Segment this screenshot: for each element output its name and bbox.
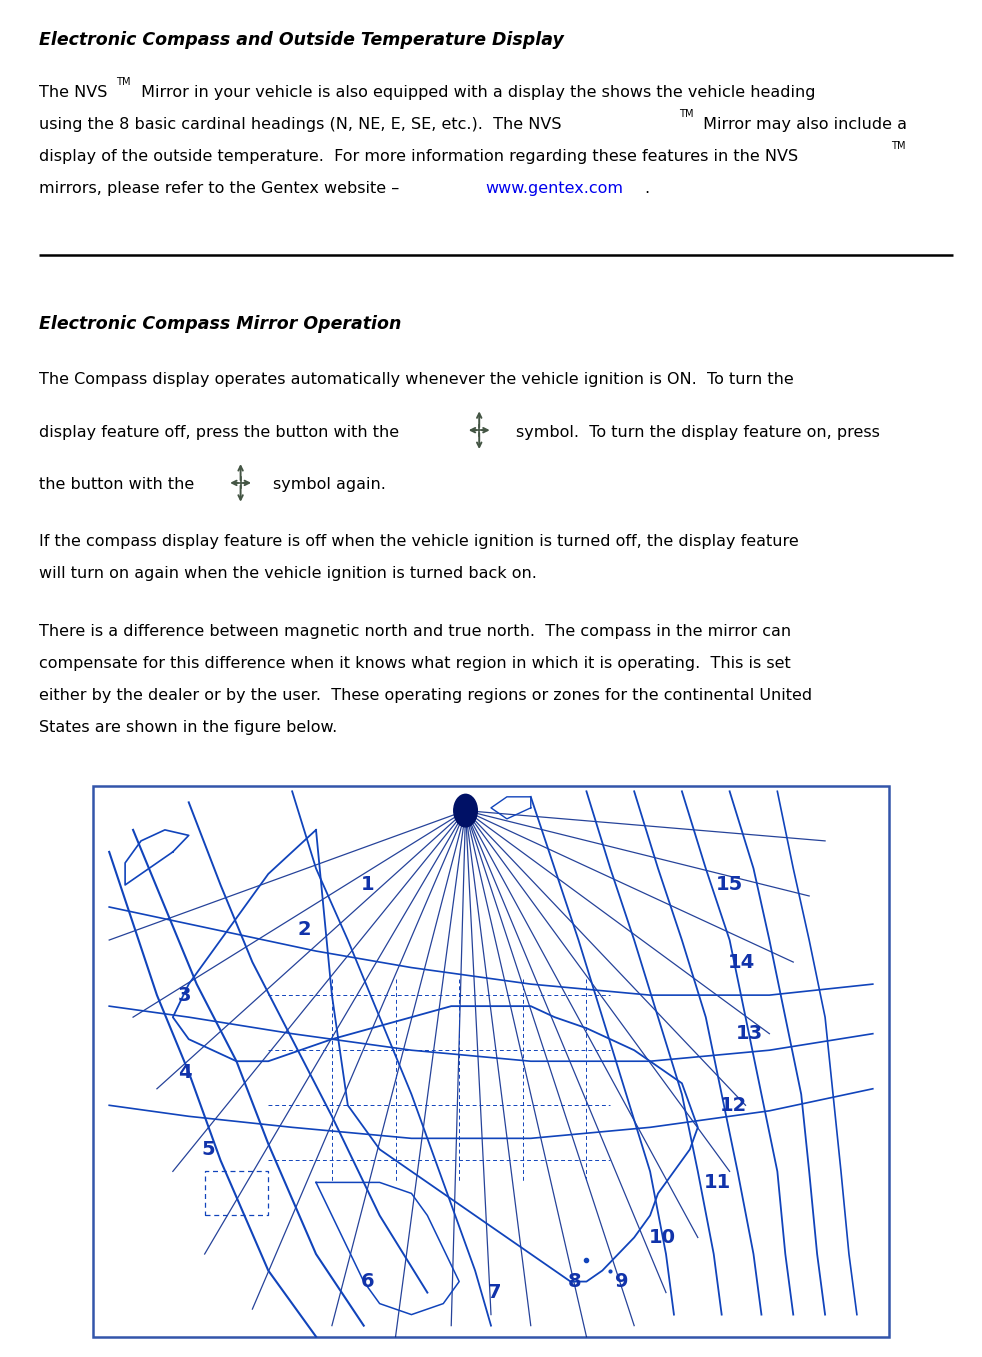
Text: Electronic Compass and Outside Temperature Display: Electronic Compass and Outside Temperatu… [39, 31, 564, 49]
Text: symbol again.: symbol again. [273, 478, 386, 493]
Text: 9: 9 [616, 1272, 629, 1291]
Text: 5: 5 [202, 1140, 215, 1159]
Text: symbol.  To turn the display feature on, press: symbol. To turn the display feature on, … [516, 425, 880, 440]
Text: The NVS: The NVS [39, 85, 108, 100]
Text: 7: 7 [488, 1284, 502, 1303]
Text: 11: 11 [704, 1172, 732, 1191]
Text: compensate for this difference when it knows what region in which it is operatin: compensate for this difference when it k… [39, 655, 791, 670]
Circle shape [454, 794, 477, 826]
Text: display of the outside temperature.  For more information regarding these featur: display of the outside temperature. For … [39, 149, 798, 164]
Text: 12: 12 [720, 1096, 747, 1115]
Text: TM: TM [891, 141, 905, 151]
Text: 2: 2 [298, 920, 311, 939]
Text: www.gentex.com: www.gentex.com [485, 180, 624, 197]
Text: 8: 8 [568, 1272, 581, 1291]
Text: 3: 3 [178, 985, 191, 1004]
Text: using the 8 basic cardinal headings (N, NE, E, SE, etc.).  The NVS: using the 8 basic cardinal headings (N, … [39, 117, 562, 132]
Bar [93, 786, 889, 1337]
Text: The Compass display operates automatically whenever the vehicle ignition is ON. : The Compass display operates automatical… [39, 372, 794, 387]
Text: TM: TM [679, 109, 693, 119]
Text: 15: 15 [716, 875, 743, 894]
Text: Mirror may also include a: Mirror may also include a [698, 117, 907, 132]
Text: display feature off, press the button with the: display feature off, press the button wi… [39, 425, 400, 440]
Text: will turn on again when the vehicle ignition is turned back on.: will turn on again when the vehicle igni… [39, 566, 537, 581]
Text: There is a difference between magnetic north and true north.  The compass in the: There is a difference between magnetic n… [39, 624, 791, 639]
Text: Mirror in your vehicle is also equipped with a display the shows the vehicle hea: Mirror in your vehicle is also equipped … [136, 85, 815, 100]
Text: If the compass display feature is off when the vehicle ignition is turned off, t: If the compass display feature is off wh… [39, 535, 799, 550]
Text: the button with the: the button with the [39, 478, 194, 493]
Text: 6: 6 [361, 1272, 374, 1291]
Text: mirrors, please refer to the Gentex website –: mirrors, please refer to the Gentex webs… [39, 180, 405, 197]
Text: 4: 4 [178, 1063, 191, 1082]
Text: States are shown in the figure below.: States are shown in the figure below. [39, 719, 338, 734]
Text: .: . [644, 180, 650, 197]
Text: Electronic Compass Mirror Operation: Electronic Compass Mirror Operation [39, 315, 402, 332]
Text: 10: 10 [648, 1228, 676, 1247]
Text: 1: 1 [361, 875, 374, 894]
Text: TM: TM [116, 77, 131, 87]
Text: 14: 14 [728, 953, 755, 972]
Text: 13: 13 [736, 1025, 763, 1044]
Text: either by the dealer or by the user.  These operating regions or zones for the c: either by the dealer or by the user. The… [39, 688, 812, 703]
